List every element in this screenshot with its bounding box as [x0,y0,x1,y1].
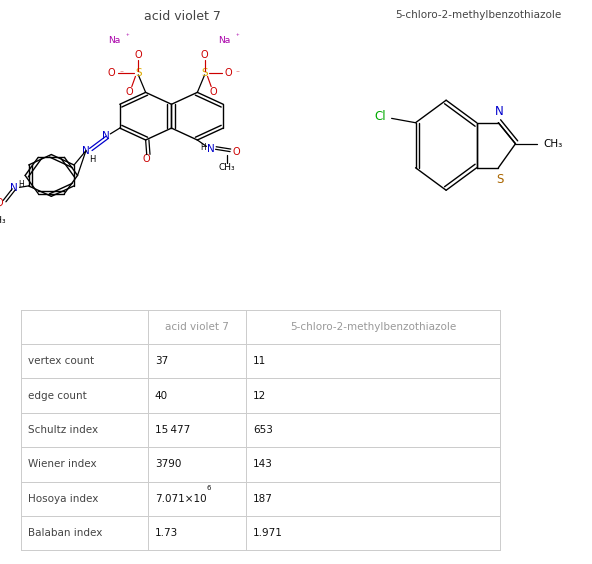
Text: Balaban index: Balaban index [28,528,102,538]
Text: Wiener index: Wiener index [28,459,96,469]
Text: 187: 187 [253,494,273,504]
Text: N: N [82,146,90,156]
Text: edge count: edge count [28,391,86,400]
Text: CH₃: CH₃ [0,216,6,225]
Text: S: S [135,68,141,78]
Text: O: O [233,147,240,157]
Text: CH₃: CH₃ [219,163,236,172]
Text: 1.971: 1.971 [253,528,283,538]
Text: O: O [201,50,208,60]
Text: O: O [134,50,142,60]
Text: O: O [107,68,115,78]
Text: N: N [207,144,215,154]
Text: Schultz index: Schultz index [28,425,98,435]
Text: Na: Na [218,36,231,45]
Text: 7.071×10: 7.071×10 [155,494,207,504]
Text: Na: Na [108,36,121,45]
Text: O: O [143,154,150,164]
Text: 143: 143 [253,459,273,469]
Text: N: N [10,183,18,193]
Text: 3790: 3790 [155,459,181,469]
Text: ⁻: ⁻ [120,69,124,78]
Text: Hosoya index: Hosoya index [28,494,98,504]
Text: N: N [102,131,110,141]
Text: 11: 11 [253,356,266,366]
Text: ⁻: ⁻ [236,69,239,78]
Text: 653: 653 [253,425,273,435]
Text: H: H [89,155,96,164]
Text: 6: 6 [207,484,211,491]
Text: vertex count: vertex count [28,356,94,366]
Text: ⁺: ⁺ [126,34,129,40]
Text: N: N [495,104,504,118]
Text: 12: 12 [253,391,266,400]
Text: S: S [201,68,208,78]
Text: CH₃: CH₃ [543,139,563,149]
Text: 5-chloro-2-methylbenzothiazole: 5-chloro-2-methylbenzothiazole [290,322,456,332]
Text: S: S [496,174,503,187]
Text: acid violet 7: acid violet 7 [165,322,229,332]
Text: O: O [0,199,4,208]
Text: Cl: Cl [374,110,386,123]
Text: O: O [210,87,217,98]
Text: 37: 37 [155,356,168,366]
Text: H: H [200,143,205,152]
Text: 5-chloro-2-methylbenzothiazole: 5-chloro-2-methylbenzothiazole [395,10,561,20]
Text: 1.73: 1.73 [155,528,178,538]
Text: O: O [224,68,232,78]
Text: 15 477: 15 477 [155,425,190,435]
Text: ⁺: ⁺ [236,34,239,40]
Text: 40: 40 [155,391,168,400]
Text: acid violet 7: acid violet 7 [144,10,220,23]
Text: O: O [126,87,133,98]
Text: H: H [18,180,24,189]
